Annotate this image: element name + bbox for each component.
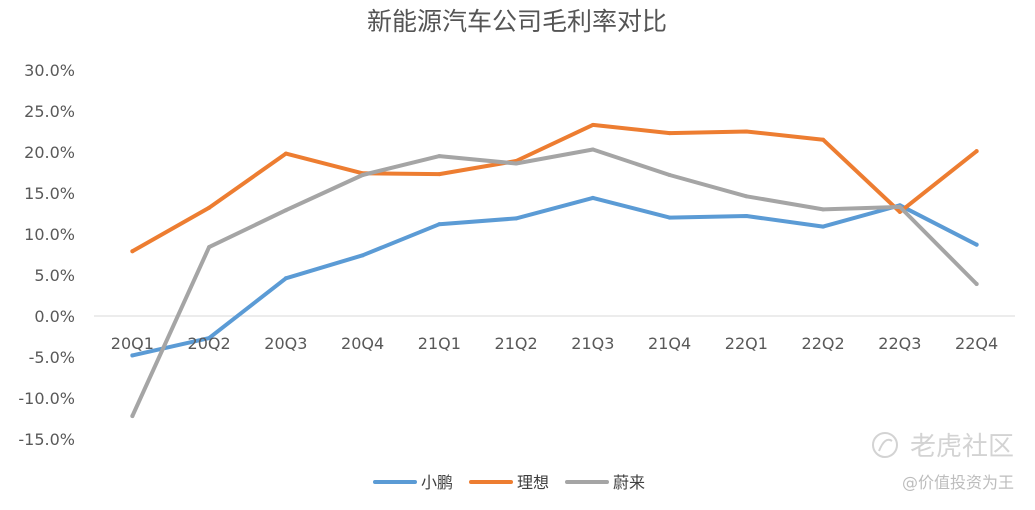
data-point bbox=[360, 253, 365, 258]
legend-label: 理想 bbox=[517, 473, 549, 492]
x-tick-label: 22Q3 bbox=[878, 334, 921, 353]
data-point bbox=[207, 336, 212, 341]
series-line-1 bbox=[130, 122, 979, 254]
data-point bbox=[283, 151, 288, 156]
watermark: 老虎社区 @价值投资为王 bbox=[872, 432, 1014, 492]
data-point bbox=[360, 172, 365, 177]
data-point bbox=[897, 204, 902, 209]
y-tick-label: 15.0% bbox=[24, 184, 75, 203]
legend: 小鹏 理想 蔚来 bbox=[373, 473, 645, 492]
data-point bbox=[437, 154, 442, 159]
series-line-0 bbox=[130, 195, 979, 358]
data-point bbox=[821, 207, 826, 212]
data-point bbox=[437, 222, 442, 227]
data-point bbox=[744, 194, 749, 199]
x-tick-label: 20Q2 bbox=[188, 334, 231, 353]
x-tick-label: 21Q2 bbox=[495, 334, 538, 353]
y-tick-label: -5.0% bbox=[29, 348, 75, 367]
watermark-author: @价值投资为王 bbox=[902, 473, 1014, 492]
x-tick-label: 21Q4 bbox=[648, 334, 691, 353]
x-axis-ticks: 20Q1 20Q2 20Q3 20Q4 21Q1 21Q2 21Q3 21Q4 22Q1 22Q2… bbox=[111, 334, 998, 353]
x-tick-label: 20Q4 bbox=[341, 334, 384, 353]
x-tick-label: 20Q1 bbox=[111, 334, 154, 353]
tiger-logo-icon bbox=[872, 432, 898, 458]
series-lines bbox=[130, 122, 979, 419]
data-point bbox=[283, 276, 288, 281]
y-tick-label: 25.0% bbox=[24, 102, 75, 121]
data-point bbox=[283, 208, 288, 213]
watermark-brand: 老虎社区 bbox=[910, 432, 1014, 462]
data-point bbox=[667, 215, 672, 220]
y-tick-label: 30.0% bbox=[24, 61, 75, 80]
data-point bbox=[514, 161, 519, 166]
y-tick-label: 10.0% bbox=[24, 225, 75, 244]
x-tick-label: 20Q3 bbox=[264, 334, 307, 353]
data-point bbox=[744, 129, 749, 134]
y-tick-label: -15.0% bbox=[18, 430, 75, 449]
series-line-2 bbox=[130, 147, 979, 418]
data-point bbox=[667, 131, 672, 136]
x-tick-label: 22Q2 bbox=[802, 334, 845, 353]
data-point bbox=[897, 209, 902, 214]
chart-title: 新能源汽车公司毛利率对比 bbox=[367, 7, 667, 36]
data-point bbox=[514, 216, 519, 221]
data-point bbox=[974, 282, 979, 287]
data-point bbox=[437, 172, 442, 177]
legend-label: 小鹏 bbox=[421, 473, 453, 492]
y-axis-ticks: 30.0% 25.0% 20.0% 15.0% 10.0% 5.0% 0.0% -5.0% -1… bbox=[18, 61, 75, 449]
data-point bbox=[821, 224, 826, 229]
data-point bbox=[974, 149, 979, 154]
data-point bbox=[821, 137, 826, 142]
x-tick-label: 22Q1 bbox=[725, 334, 768, 353]
data-point bbox=[744, 213, 749, 218]
data-point bbox=[207, 205, 212, 210]
data-point bbox=[974, 242, 979, 247]
y-tick-label: 0.0% bbox=[34, 307, 75, 326]
data-point bbox=[130, 249, 135, 254]
y-tick-label: -10.0% bbox=[18, 389, 75, 408]
y-tick-label: 20.0% bbox=[24, 143, 75, 162]
x-tick-label: 22Q4 bbox=[955, 334, 998, 353]
y-tick-label: 5.0% bbox=[34, 266, 75, 285]
data-point bbox=[207, 245, 212, 250]
x-tick-label: 21Q3 bbox=[571, 334, 614, 353]
data-point bbox=[130, 414, 135, 419]
data-point bbox=[590, 195, 595, 200]
x-tick-label: 21Q1 bbox=[418, 334, 461, 353]
data-point bbox=[667, 172, 672, 177]
data-point bbox=[590, 122, 595, 127]
data-point bbox=[130, 353, 135, 358]
data-point bbox=[590, 147, 595, 152]
legend-label: 蔚来 bbox=[613, 473, 645, 492]
